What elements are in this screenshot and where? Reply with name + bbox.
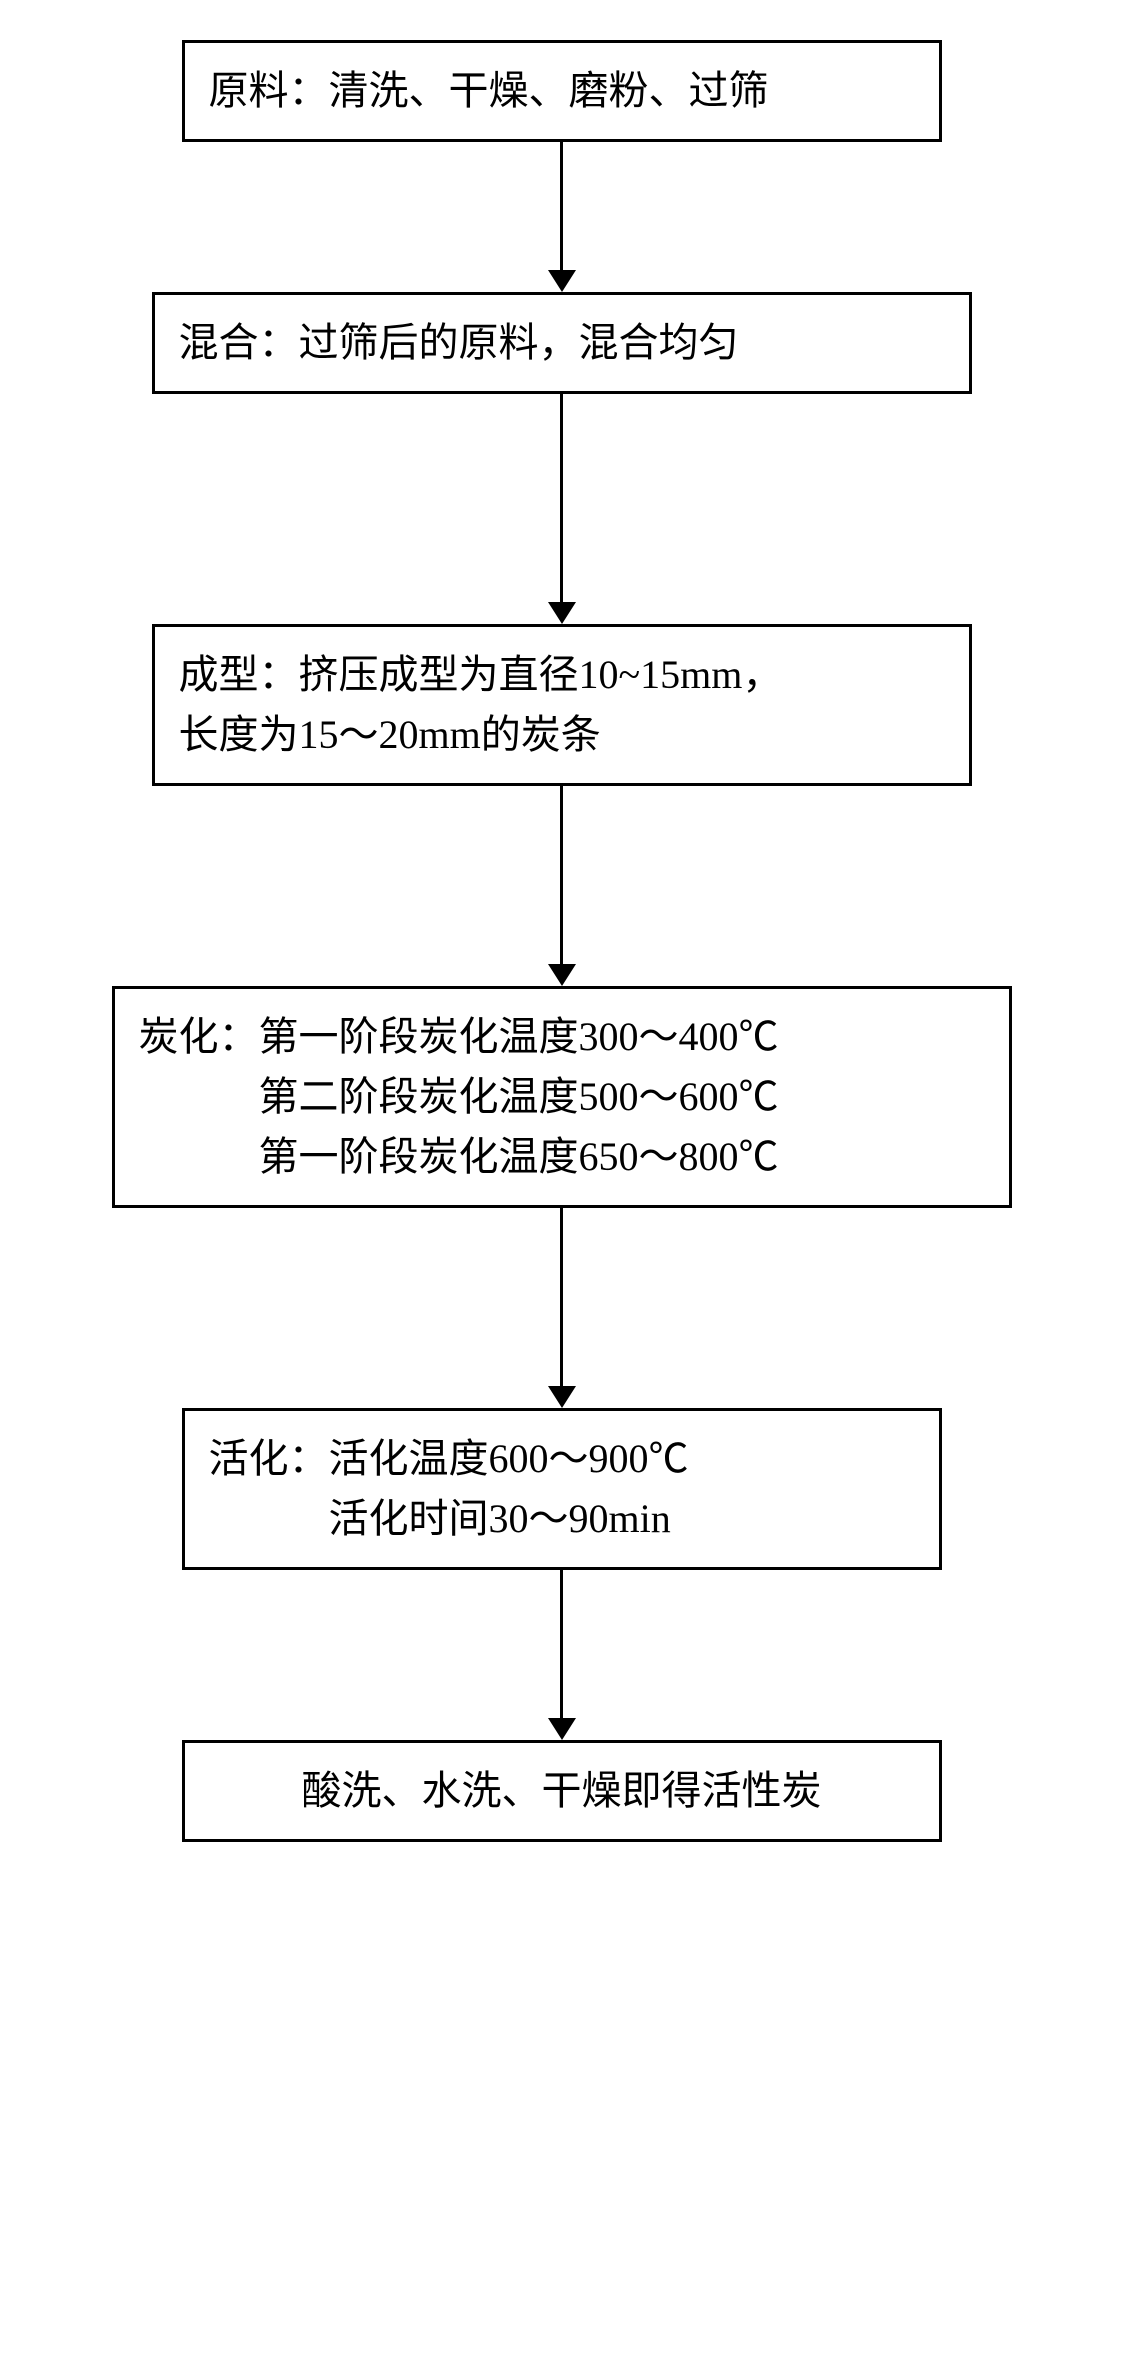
step-box-final: 酸洗、水洗、干燥即得活性炭 xyxy=(182,1740,942,1842)
arrow-line-icon xyxy=(560,394,563,602)
step-box-carbonize: 炭化：第一阶段炭化温度300～400℃ 第二阶段炭化温度500～600℃ 第一阶… xyxy=(112,986,1012,1208)
arrow-line-icon xyxy=(560,142,563,270)
step-form-line-0: 成型：挤压成型为直径10~15mm， xyxy=(179,645,945,705)
step-box-activate: 活化：活化温度600～900℃ 活化时间30～90min xyxy=(182,1408,942,1570)
step-mix-line-0: 混合：过筛后的原料，混合均匀 xyxy=(179,313,945,373)
step-activate-line-0: 活化：活化温度600～900℃ xyxy=(209,1429,915,1489)
step-form-line-1: 长度为15～20mm的炭条 xyxy=(179,705,945,765)
flowchart-container: 原料：清洗、干燥、磨粉、过筛混合：过筛后的原料，混合均匀成型：挤压成型为直径10… xyxy=(0,0,1123,1882)
step-carbonize-line-1: 第二阶段炭化温度500～600℃ xyxy=(139,1067,985,1127)
step-carbonize-line-0: 炭化：第一阶段炭化温度300～400℃ xyxy=(139,1007,985,1067)
step-box-raw: 原料：清洗、干燥、磨粉、过筛 xyxy=(182,40,942,142)
step-raw-line-0: 原料：清洗、干燥、磨粉、过筛 xyxy=(209,61,915,121)
arrow-head-icon xyxy=(548,1386,576,1408)
arrow-after-mix xyxy=(548,394,576,624)
arrow-head-icon xyxy=(548,964,576,986)
arrow-after-activate xyxy=(548,1570,576,1740)
arrow-head-icon xyxy=(548,270,576,292)
arrow-after-raw xyxy=(548,142,576,292)
arrow-after-carbonize xyxy=(548,1208,576,1408)
arrow-head-icon xyxy=(548,1718,576,1740)
arrow-line-icon xyxy=(560,786,563,964)
arrow-line-icon xyxy=(560,1208,563,1386)
arrow-after-form xyxy=(548,786,576,986)
step-box-form: 成型：挤压成型为直径10~15mm，长度为15～20mm的炭条 xyxy=(152,624,972,786)
step-activate-line-1: 活化时间30～90min xyxy=(209,1489,915,1549)
step-box-mix: 混合：过筛后的原料，混合均匀 xyxy=(152,292,972,394)
arrow-head-icon xyxy=(548,602,576,624)
arrow-line-icon xyxy=(560,1570,563,1718)
step-final-line-0: 酸洗、水洗、干燥即得活性炭 xyxy=(209,1761,915,1821)
step-carbonize-line-2: 第一阶段炭化温度650～800℃ xyxy=(139,1127,985,1187)
